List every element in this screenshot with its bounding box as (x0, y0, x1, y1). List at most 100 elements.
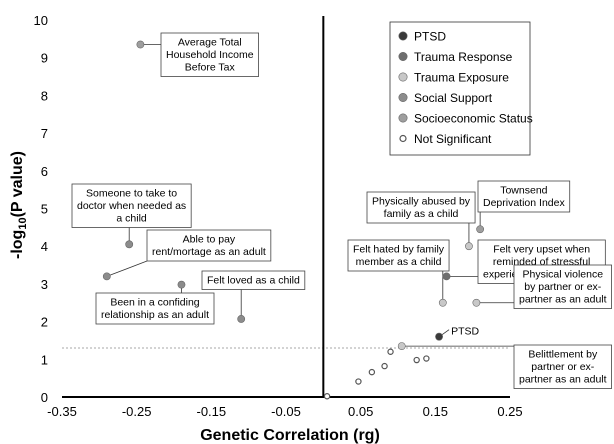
data-point (381, 362, 388, 370)
y-tick-label: 8 (41, 88, 48, 103)
annotation-box (477, 180, 571, 213)
legend-entry: PTSD (398, 30, 446, 44)
legend-label: Socioeconomic Status (414, 112, 533, 126)
x-tick-label: -0.15 (197, 404, 227, 419)
annotation-box (513, 264, 612, 309)
legend-entry: Trauma Exposure (398, 71, 509, 85)
x-tick-label: -0.35 (47, 404, 77, 419)
annotation-text: partner or ex- (531, 361, 595, 373)
legend: PTSD Trauma Response Trauma Exposure Social… (389, 21, 533, 156)
legend-entry: Trauma Response (398, 50, 513, 64)
y-tick-label: 5 (41, 202, 48, 217)
legend-marker (398, 113, 408, 123)
x-tick-label: -0.25 (122, 404, 152, 419)
legend-marker (398, 72, 408, 82)
x-tick-label: 0.05 (348, 404, 373, 419)
legend-label: Trauma Exposure (414, 71, 509, 85)
data-point (413, 356, 420, 364)
legend-marker (399, 134, 407, 143)
annotation-text: Physically abused by (372, 196, 471, 208)
annotation-text: Felt hated by family (353, 244, 445, 256)
y-tick-label: 7 (41, 126, 48, 141)
data-point (125, 240, 134, 249)
annotation-text: Able to pay (183, 234, 236, 246)
x-tick-label: 0.15 (423, 404, 448, 419)
annotation-text: Deprivation Index (483, 197, 565, 209)
data-point (177, 280, 186, 289)
data-point (323, 393, 331, 400)
y-axis-title: -log10(P value) (9, 151, 29, 259)
annotation: Felt loved as a child (201, 270, 306, 290)
annotation-box (201, 270, 306, 290)
data-point (387, 348, 394, 355)
annotation-text: Felt loved as a child (207, 275, 300, 287)
data-point (237, 315, 246, 323)
legend-entry: Socioeconomic Status (398, 112, 533, 126)
annotation-text: Average Total (178, 37, 242, 49)
y-tick-label: 6 (41, 164, 48, 179)
annotation-text: PTSD (451, 326, 479, 338)
x-tick-label: 0.25 (497, 404, 522, 419)
data-point (472, 298, 481, 307)
data-point (368, 368, 376, 376)
annotation-box (513, 344, 612, 389)
y-axis-title-rest: (P value) (9, 151, 26, 217)
data-point (423, 355, 430, 362)
annotation-text: Physical violence (523, 269, 604, 281)
legend-marker (398, 93, 408, 103)
data-point (438, 298, 447, 307)
annotation-box (366, 191, 476, 224)
annotation-text: a child (116, 213, 147, 225)
annotation-text: doctor when needed as (77, 200, 186, 212)
annotation-box (160, 32, 259, 77)
annotation-leader (106, 260, 148, 277)
legend-box (389, 21, 531, 156)
annotation-text: rent/mortage as an adult (152, 246, 266, 258)
annotation-text: Household Income (166, 49, 254, 61)
annotation: PTSD (451, 326, 479, 338)
legend-entry: Social Support (398, 91, 493, 105)
data-points (102, 40, 485, 400)
x-tick-label: -0.05 (271, 404, 301, 419)
data-point (435, 332, 443, 341)
annotation-text: by partner or ex- (524, 281, 602, 293)
data-point (476, 225, 485, 234)
legend-marker (398, 51, 408, 61)
legend-label: Trauma Response (414, 50, 513, 64)
y-tick-label: 3 (41, 277, 48, 292)
legend-label: Social Support (414, 91, 493, 105)
data-point (102, 272, 111, 281)
y-tick-label: 10 (34, 13, 48, 28)
y-tick-label: 9 (41, 51, 48, 66)
annotation-text: member as a child (356, 256, 442, 268)
annotation-text: Townsend (500, 185, 547, 197)
y-tick-label: 0 (41, 390, 48, 405)
annotation-text: Felt very upset when (493, 244, 590, 256)
annotation-text: family as a child (384, 208, 459, 220)
annotation-text: partner as an adult (519, 374, 607, 386)
annotation-text: partner as an adult (519, 294, 607, 306)
data-point (465, 242, 473, 251)
y-axis-title-sub: 10 (17, 217, 29, 229)
legend-entry: Not Significant (399, 132, 492, 146)
x-axis-title: Genetic Correlation (rg) (200, 427, 380, 444)
annotation-box (347, 239, 450, 272)
data-point (355, 378, 362, 385)
annotation-box (71, 183, 192, 228)
legend-marker (398, 31, 408, 41)
legend-label: Not Significant (414, 132, 492, 146)
y-tick-label: 1 (41, 352, 48, 367)
data-point (136, 40, 145, 49)
y-tick-label: 2 (41, 315, 48, 330)
